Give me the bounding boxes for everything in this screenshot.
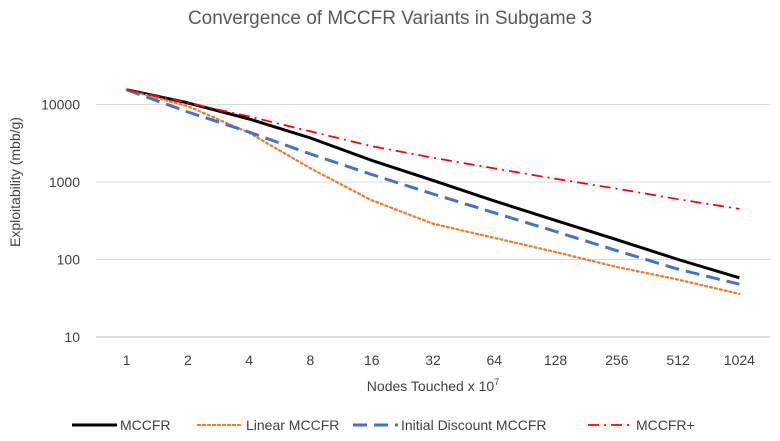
y-tick-label: 10 [64, 329, 80, 345]
x-tick-label: 1 [123, 352, 131, 368]
x-tick-label: 8 [307, 352, 315, 368]
series-line-3 [126, 88, 740, 286]
x-tick-label: 4 [245, 352, 253, 368]
y-tick-label: 100 [57, 252, 81, 268]
legend-label-2: Linear MCCFR [246, 417, 339, 433]
series-line-4 [126, 88, 740, 210]
x-tick-label: 2 [184, 352, 192, 368]
legend-label-4: MCCFR+ [636, 417, 695, 433]
x-tick-label: 32 [425, 352, 441, 368]
x-tick-label: 64 [486, 352, 502, 368]
y-axis-ticks: 10 100 1000 10000 [41, 97, 80, 346]
x-tick-label: 256 [605, 352, 629, 368]
y-axis-label: Exploitability (mbb/g) [7, 117, 23, 247]
x-tick-label: 512 [666, 352, 690, 368]
legend-label-1: MCCFR [120, 417, 171, 433]
y-tick-label: 1000 [49, 174, 80, 190]
series-line-2 [125, 88, 741, 296]
series [125, 88, 741, 296]
x-tick-label: 1024 [724, 352, 755, 368]
legend-label-3: Initial Discount MCCFR [401, 417, 546, 433]
x-axis-label-exponent: 7 [494, 377, 499, 387]
chart-title: Convergence of MCCFR Variants in Subgame… [188, 8, 592, 29]
x-tick-label: 128 [544, 352, 568, 368]
x-axis-ticks: 1 2 4 8 16 32 64 128 256 512 1024 [123, 352, 755, 368]
y-tick-label: 10000 [41, 97, 80, 113]
grid [96, 104, 770, 338]
x-axis-label: Nodes Touched x 107 [367, 377, 499, 394]
x-tick-label: 16 [364, 352, 380, 368]
x-axis-label-text: Nodes Touched x 10 [367, 378, 495, 394]
series-line-1 [126, 88, 740, 280]
legend: MCCFR Linear MCCFR Initial Discount MCCFR M… [72, 417, 695, 433]
